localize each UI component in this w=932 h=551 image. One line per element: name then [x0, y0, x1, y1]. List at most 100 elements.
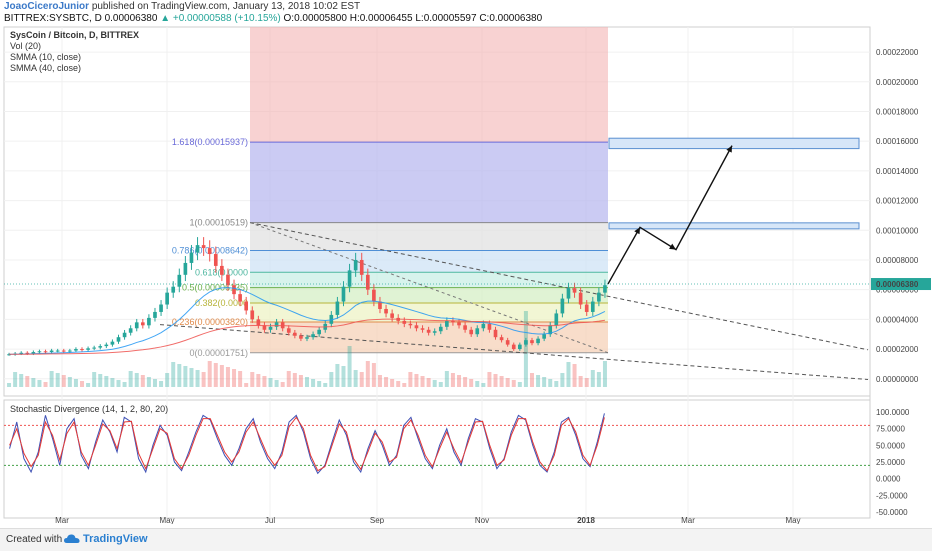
candle-body: [548, 325, 553, 335]
volume-bar: [584, 378, 589, 387]
candle-body: [566, 288, 571, 299]
volume-bar: [572, 364, 577, 387]
volume-bar: [134, 373, 139, 387]
volume-bar: [596, 372, 601, 387]
candle-body: [463, 325, 467, 330]
candle-body: [55, 350, 60, 352]
candle-body: [183, 262, 188, 275]
volume-bar: [213, 363, 218, 387]
volume-bar: [244, 383, 249, 387]
candle-body: [536, 338, 540, 344]
stoch-axis-label: -50.0000: [876, 508, 908, 517]
volume-bar: [49, 371, 54, 387]
volume-bar: [487, 372, 492, 387]
volume-bar: [92, 372, 97, 387]
cloud-icon: [64, 534, 80, 543]
tradingview-logo[interactable]: TradingView: [64, 533, 148, 545]
target-box: [608, 222, 860, 230]
volume-bar: [165, 373, 170, 387]
volume-bar: [31, 378, 36, 387]
candle-body: [92, 347, 96, 349]
legend-smma10: SMMA (10, close): [10, 52, 81, 62]
candle-body: [414, 325, 419, 329]
volume-bar: [536, 375, 541, 387]
volume-bar: [262, 376, 267, 387]
volume-bar: [128, 371, 133, 387]
volume-bar: [402, 383, 407, 387]
stoch-d-line: [9, 416, 605, 472]
volume-bar: [286, 371, 291, 387]
fib-zone: [250, 222, 608, 251]
volume-bar: [140, 375, 145, 387]
fib-zone: [250, 250, 608, 273]
volume-bar: [481, 383, 486, 387]
volume-bar: [457, 375, 462, 387]
candle-body: [31, 352, 36, 354]
ohlc-high: 0.00006455: [359, 13, 413, 24]
time-axis-label: May: [785, 516, 800, 524]
volume-bar: [420, 376, 425, 387]
time-axis[interactable]: Mar May Jul Sep Nov 2018 Mar May: [55, 516, 800, 524]
ohlc-low: 0.00005597: [423, 13, 477, 24]
candle-body: [311, 334, 315, 338]
fibonacci-retracement[interactable]: 1.618(0.00015937)1(0.00010519)0.786(0.00…: [172, 27, 608, 358]
header-published: JoaoCiceroJunior published on TradingVie…: [4, 1, 360, 12]
candle-body: [274, 322, 279, 327]
time-axis-label: Nov: [475, 516, 489, 524]
volume-bar: [219, 365, 224, 387]
trading-chart[interactable]: 1.618(0.00015937)1(0.00010519)0.786(0.00…: [0, 26, 932, 524]
candle-body: [104, 344, 109, 347]
stoch-axis-label: 100.0000: [876, 408, 910, 417]
candle-body: [511, 344, 516, 350]
price-axis-label: 0.00022000: [876, 48, 919, 57]
price-axis[interactable]: 0.00022000 0.00020000 0.00018000 0.00016000…: [4, 48, 931, 384]
projection-drawings[interactable]: [607, 137, 860, 285]
candle-body: [457, 322, 461, 326]
volume-bar: [43, 382, 48, 387]
volume-bar: [432, 380, 437, 387]
candle-body: [68, 350, 72, 352]
volume-bar: [438, 382, 443, 387]
legend-title: SysCoin / Bitcoin, D, BITTREX: [10, 30, 139, 40]
time-axis-label: Mar: [681, 516, 695, 524]
volume-bar: [201, 372, 206, 387]
price-axis-label: 0.00006000: [876, 286, 919, 295]
volume-bar: [110, 378, 115, 387]
fib-level-label: 0.236(0.00003820): [172, 317, 248, 327]
volume-bar: [305, 377, 309, 387]
volume-bar: [292, 373, 297, 387]
volume-bar: [463, 377, 468, 387]
volume-bar: [298, 375, 303, 387]
stoch-axis-label: 25.0000: [876, 458, 905, 467]
ohlc-close-label: C:: [479, 13, 490, 24]
projection-path: [607, 145, 733, 285]
volume-bar: [426, 378, 431, 387]
candle-body: [80, 349, 84, 351]
price-axis-label: 0.00020000: [876, 78, 919, 87]
candle-body: [384, 308, 388, 314]
volume-bar: [365, 361, 370, 387]
candle-body: [499, 337, 504, 341]
candle-body: [518, 344, 522, 350]
volume-bar: [347, 346, 352, 387]
candle-body: [171, 286, 176, 293]
stochastic-pane[interactable]: [3, 399, 871, 519]
candle-body: [341, 286, 346, 302]
volume-bar: [542, 377, 547, 387]
ohlc-high-label: H:: [349, 13, 360, 24]
trend-lines[interactable]: [159, 222, 869, 381]
volume-bar: [116, 380, 121, 387]
volume-bar: [396, 381, 401, 387]
ohlc-open: 0.00005800: [294, 13, 347, 24]
volume-bar: [377, 375, 382, 387]
stochastic-axis[interactable]: 100.0000 75.0000 50.0000 25.0000 0.0000 -25.0…: [876, 408, 910, 517]
candle-body: [268, 326, 273, 330]
projection-arrowhead: [726, 145, 732, 153]
candle-body: [232, 285, 236, 295]
candle-body: [25, 352, 30, 354]
candle-body: [213, 254, 218, 266]
volume-bar: [189, 368, 194, 387]
fib-zone: [250, 142, 608, 223]
author-name[interactable]: JoaoCiceroJunior: [4, 1, 90, 12]
volume-bar: [19, 374, 24, 387]
